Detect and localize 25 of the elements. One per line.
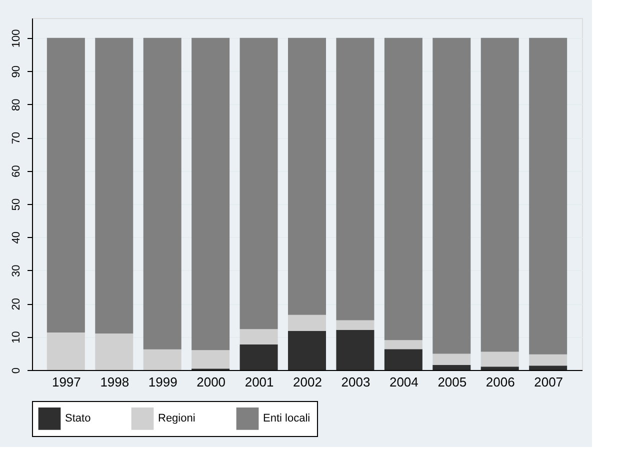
y-tick-label: 0 xyxy=(10,367,22,374)
legend-label: Stato xyxy=(65,412,91,425)
x-tick-label: 1998 xyxy=(100,374,130,390)
x-tick-label: 2002 xyxy=(293,374,322,390)
x-tick-label: 1997 xyxy=(52,374,81,390)
x-tick-label: 2003 xyxy=(341,374,370,390)
y-tick-label: 90 xyxy=(10,66,22,78)
x-tick-label: 2001 xyxy=(244,374,274,390)
x-tick-label: 2007 xyxy=(534,374,564,390)
x-tick-label: 2004 xyxy=(389,374,418,390)
y-tick-label: 80 xyxy=(10,98,22,111)
y-tick-label: 30 xyxy=(10,264,22,277)
legend-label: Regioni xyxy=(158,412,196,425)
x-tick-label: 1999 xyxy=(148,374,178,390)
y-tick-label: 70 xyxy=(10,132,22,144)
y-tick-label: 60 xyxy=(10,165,22,178)
y-tick-label: 10 xyxy=(10,331,22,344)
legend-label: Enti locali xyxy=(263,412,310,425)
y-tick-label: 40 xyxy=(10,232,22,244)
y-tick-label: 50 xyxy=(10,198,22,211)
y-tick-label: 100 xyxy=(10,29,22,48)
x-tick-label: 2005 xyxy=(438,374,467,390)
y-tick-label: 20 xyxy=(10,298,22,310)
x-tick-label: 2000 xyxy=(196,374,226,390)
x-tick-label: 2006 xyxy=(486,374,515,390)
